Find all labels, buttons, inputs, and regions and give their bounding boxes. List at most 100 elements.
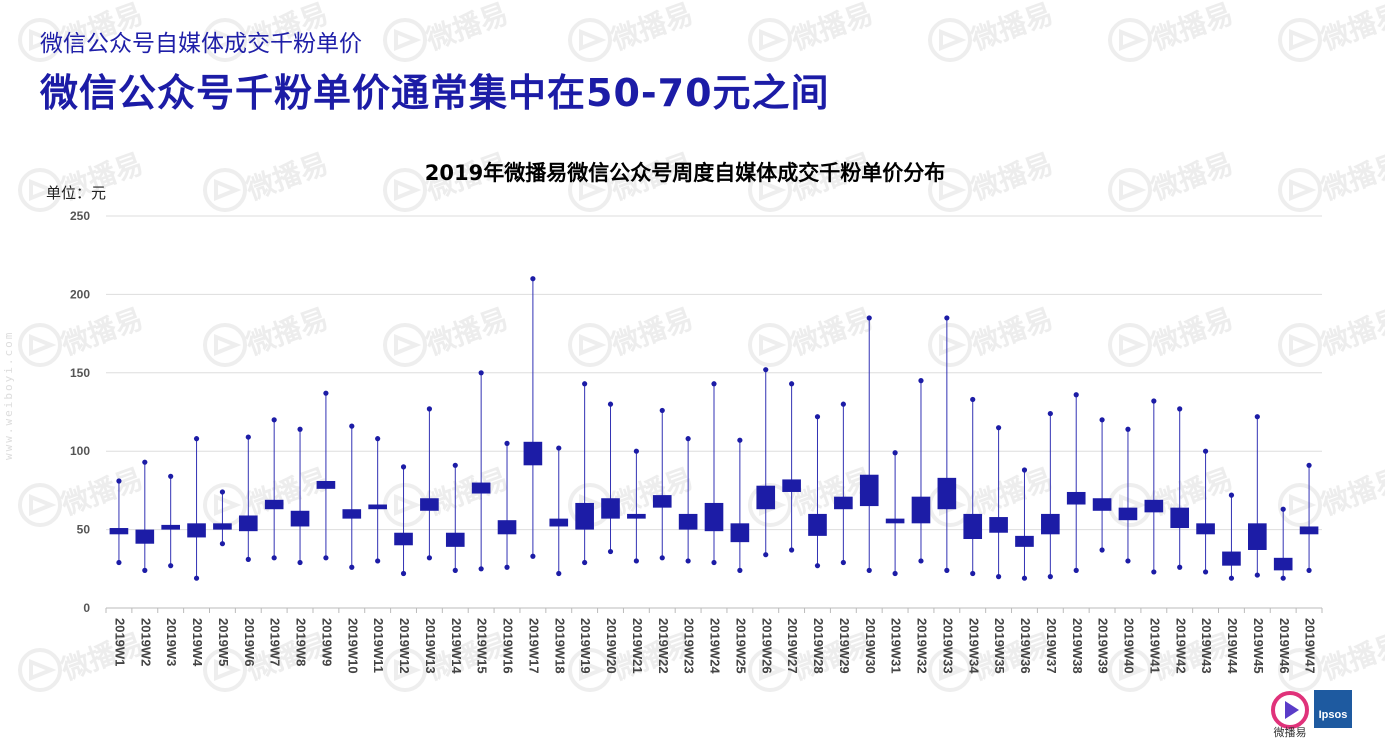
max-point bbox=[271, 417, 277, 423]
max-point bbox=[970, 396, 976, 403]
x-tick-label: 2019W6 bbox=[242, 618, 257, 666]
iqr-box bbox=[420, 498, 439, 511]
min-point bbox=[297, 559, 303, 566]
iqr-box bbox=[1222, 551, 1241, 566]
min-point bbox=[892, 570, 898, 577]
min-point bbox=[1047, 574, 1053, 580]
max-point bbox=[400, 464, 407, 470]
max-point bbox=[892, 450, 898, 456]
iqr-box bbox=[213, 523, 232, 530]
y-tick-label: 200 bbox=[70, 287, 90, 301]
max-point bbox=[349, 423, 355, 429]
iqr-box bbox=[290, 510, 310, 527]
x-tick-label: 2019W13 bbox=[423, 618, 438, 674]
iqr-box bbox=[368, 504, 387, 510]
iqr-box bbox=[471, 482, 491, 494]
min-point bbox=[866, 567, 872, 573]
max-point bbox=[375, 436, 381, 442]
iqr-box bbox=[963, 513, 983, 540]
x-tick-label: 2019W46 bbox=[1277, 618, 1292, 674]
max-point bbox=[1099, 417, 1105, 423]
max-point bbox=[918, 378, 924, 384]
iqr-box bbox=[678, 513, 698, 530]
iqr-box bbox=[937, 477, 957, 510]
max-point bbox=[995, 425, 1002, 431]
min-point bbox=[1280, 575, 1286, 581]
x-tick-label: 2019W9 bbox=[319, 618, 334, 666]
x-tick-label: 2019W12 bbox=[397, 618, 412, 674]
iqr-box bbox=[1248, 523, 1267, 550]
min-point bbox=[607, 548, 614, 555]
weiboyi-logo-label: 微播易 bbox=[1273, 726, 1307, 739]
ipsos-logo: Ipsos bbox=[1314, 690, 1352, 728]
max-point bbox=[685, 436, 691, 442]
iqr-box bbox=[911, 496, 931, 524]
min-point bbox=[168, 563, 174, 569]
x-tick-label: 2019W34 bbox=[966, 618, 981, 674]
x-tick-label: 2019W33 bbox=[940, 618, 955, 674]
x-tick-label: 2019W30 bbox=[863, 618, 878, 674]
iqr-box bbox=[1299, 526, 1319, 535]
x-tick-label: 2019W45 bbox=[1251, 618, 1266, 674]
max-point bbox=[530, 276, 536, 282]
x-tick-label: 2019W32 bbox=[915, 618, 930, 674]
max-point bbox=[426, 406, 433, 412]
iqr-box bbox=[834, 496, 853, 510]
iqr-box bbox=[1015, 535, 1034, 547]
min-point bbox=[1151, 569, 1157, 575]
max-point bbox=[219, 489, 226, 495]
min-point bbox=[245, 556, 251, 562]
min-point bbox=[349, 564, 355, 570]
max-point bbox=[297, 426, 303, 432]
max-point bbox=[763, 367, 769, 373]
x-tick-label: 2019W17 bbox=[526, 618, 541, 674]
x-tick-label: 2019W27 bbox=[785, 618, 800, 674]
x-tick-label: 2019W3 bbox=[164, 618, 179, 666]
max-point bbox=[504, 440, 510, 446]
min-point bbox=[478, 566, 484, 572]
max-point bbox=[1228, 492, 1235, 498]
max-point bbox=[737, 437, 743, 443]
max-point bbox=[193, 436, 200, 442]
max-point bbox=[866, 315, 872, 321]
iqr-box bbox=[1196, 523, 1215, 535]
min-point bbox=[763, 552, 769, 558]
max-point bbox=[478, 370, 484, 376]
iqr-box bbox=[1144, 499, 1164, 513]
iqr-box bbox=[808, 513, 827, 536]
iqr-box bbox=[601, 498, 620, 519]
x-tick-label: 2019W25 bbox=[733, 618, 748, 674]
x-tick-label: 2019W19 bbox=[578, 618, 593, 674]
x-tick-label: 2019W28 bbox=[811, 618, 826, 674]
min-point bbox=[271, 555, 277, 561]
max-point bbox=[1021, 467, 1028, 473]
iqr-box bbox=[549, 518, 569, 527]
x-tick-label: 2019W20 bbox=[604, 618, 619, 674]
iqr-box bbox=[885, 518, 905, 524]
max-point bbox=[452, 462, 458, 468]
x-tick-label: 2019W31 bbox=[889, 618, 904, 674]
min-point bbox=[556, 570, 562, 577]
max-point bbox=[711, 381, 717, 387]
min-point bbox=[970, 570, 976, 577]
page-headline: 微信公众号千粉单价通常集中在50-70元之间 bbox=[40, 71, 830, 115]
iqr-box bbox=[445, 532, 465, 547]
max-point bbox=[1306, 462, 1312, 468]
min-point bbox=[193, 575, 200, 581]
iqr-box bbox=[1170, 507, 1190, 529]
min-point bbox=[685, 558, 691, 564]
min-point bbox=[659, 555, 665, 561]
x-tick-label: 2019W24 bbox=[708, 618, 723, 674]
min-point bbox=[711, 559, 717, 566]
max-point bbox=[840, 401, 846, 407]
max-point bbox=[1177, 406, 1183, 412]
iqr-box bbox=[1273, 557, 1293, 571]
x-tick-label: 2019W8 bbox=[294, 618, 309, 666]
max-point bbox=[1151, 398, 1157, 404]
max-point bbox=[1125, 426, 1131, 432]
min-point bbox=[323, 555, 329, 561]
chart-title: 2019年微播易微信公众号周度自媒体成交千粉单价分布 bbox=[424, 161, 946, 185]
min-point bbox=[814, 563, 821, 569]
x-tick-label: 2019W11 bbox=[371, 618, 386, 673]
x-tick-label: 2019W7 bbox=[268, 618, 283, 666]
